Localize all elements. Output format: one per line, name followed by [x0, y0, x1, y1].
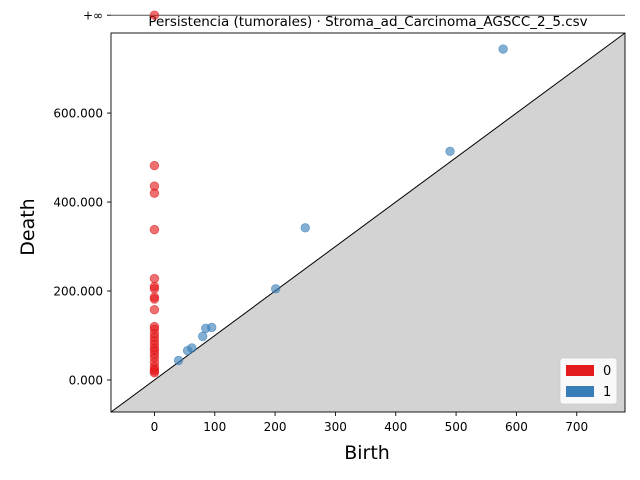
x-tick-label-6: 600 [505, 420, 528, 434]
legend: 01 [559, 357, 618, 405]
x-tick-label-7: 700 [565, 420, 588, 434]
point-dim0-1 [149, 160, 160, 171]
point-dim0-0 [149, 10, 160, 20]
legend-label-1: 1 [603, 385, 611, 400]
plot-area [110, 10, 626, 413]
legend-label-0: 0 [603, 364, 611, 379]
point-dim0-7 [149, 284, 160, 294]
point-dim0-4 [149, 224, 160, 235]
y-tick-label-0: 0.000 [69, 373, 103, 387]
point-dim0-10 [149, 304, 160, 315]
x-tick-label-4: 400 [384, 420, 407, 434]
point-dim1-6 [270, 284, 281, 294]
y-tick-label-2: 400.000 [53, 196, 103, 210]
diagonal-line [110, 32, 626, 413]
x-tick-label-2: 200 [264, 420, 287, 434]
plot-frame [110, 32, 626, 413]
legend-swatch-0 [566, 365, 594, 376]
x-tick-label-0: 0 [151, 420, 159, 434]
point-dim0-3 [149, 188, 160, 198]
point-dim1-2 [187, 343, 197, 353]
y-axis: 0.000 200.000 400.000 600.000 +∞ [53, 9, 111, 387]
point-dim1-0 [173, 355, 184, 366]
y-tick-label-infinity: +∞ [83, 9, 103, 23]
x-axis-label: Birth [344, 442, 390, 464]
y-tick-label-3: 600.000 [53, 107, 103, 121]
point-dim1-5 [207, 322, 217, 333]
point-dim0-9 [149, 294, 160, 304]
point-dim1-7 [300, 223, 310, 233]
point-dim1-8 [445, 146, 455, 157]
point-dim0-25 [149, 368, 160, 378]
y-tick-label-1: 200.000 [53, 285, 103, 299]
point-dim1-9 [498, 44, 508, 54]
point-dim0-5 [149, 273, 160, 284]
x-tick-label-3: 300 [324, 420, 347, 434]
legend-swatch-1 [566, 386, 594, 397]
y-axis-label: Death [17, 198, 39, 255]
x-tick-label-1: 100 [203, 420, 226, 434]
x-tick-label-5: 500 [445, 420, 468, 434]
x-axis: 0 100 200 300 400 500 600 700 [151, 412, 588, 434]
point-dim1-3 [197, 331, 208, 342]
chart-title: Persistencia (tumorales) · Stroma_ad_Car… [148, 14, 587, 30]
